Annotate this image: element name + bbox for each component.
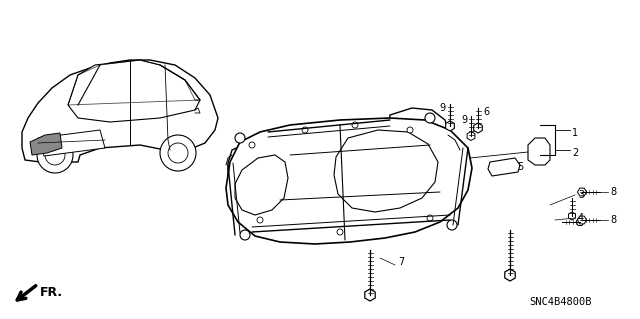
- Text: 8: 8: [610, 215, 616, 225]
- Polygon shape: [387, 108, 450, 172]
- Text: 4: 4: [578, 213, 584, 223]
- Text: 7: 7: [398, 257, 404, 267]
- Text: 9: 9: [440, 103, 446, 113]
- Circle shape: [168, 143, 188, 163]
- Text: 9: 9: [462, 115, 468, 125]
- Text: 1: 1: [572, 128, 578, 138]
- Circle shape: [352, 122, 358, 128]
- Polygon shape: [488, 158, 520, 176]
- Circle shape: [45, 145, 65, 165]
- Circle shape: [235, 133, 245, 143]
- Polygon shape: [226, 118, 472, 244]
- Polygon shape: [528, 138, 550, 165]
- Polygon shape: [22, 60, 218, 162]
- Polygon shape: [38, 130, 105, 156]
- Polygon shape: [30, 133, 62, 155]
- Text: 2: 2: [572, 148, 579, 158]
- Polygon shape: [334, 130, 438, 212]
- Polygon shape: [228, 140, 278, 192]
- Text: 5: 5: [517, 162, 524, 172]
- Circle shape: [427, 215, 433, 221]
- Polygon shape: [68, 60, 200, 122]
- Circle shape: [337, 229, 343, 235]
- Text: 3: 3: [578, 190, 584, 200]
- Circle shape: [160, 135, 196, 171]
- Text: 8: 8: [610, 187, 616, 197]
- Circle shape: [240, 230, 250, 240]
- Circle shape: [425, 113, 435, 123]
- Text: FR.: FR.: [40, 286, 63, 299]
- Circle shape: [249, 142, 255, 148]
- Polygon shape: [235, 155, 288, 215]
- Circle shape: [447, 220, 457, 230]
- Circle shape: [407, 127, 413, 133]
- Text: 6: 6: [483, 107, 489, 117]
- Circle shape: [257, 217, 263, 223]
- Text: SNC4B4800B: SNC4B4800B: [529, 297, 591, 307]
- Circle shape: [37, 137, 73, 173]
- Circle shape: [302, 127, 308, 133]
